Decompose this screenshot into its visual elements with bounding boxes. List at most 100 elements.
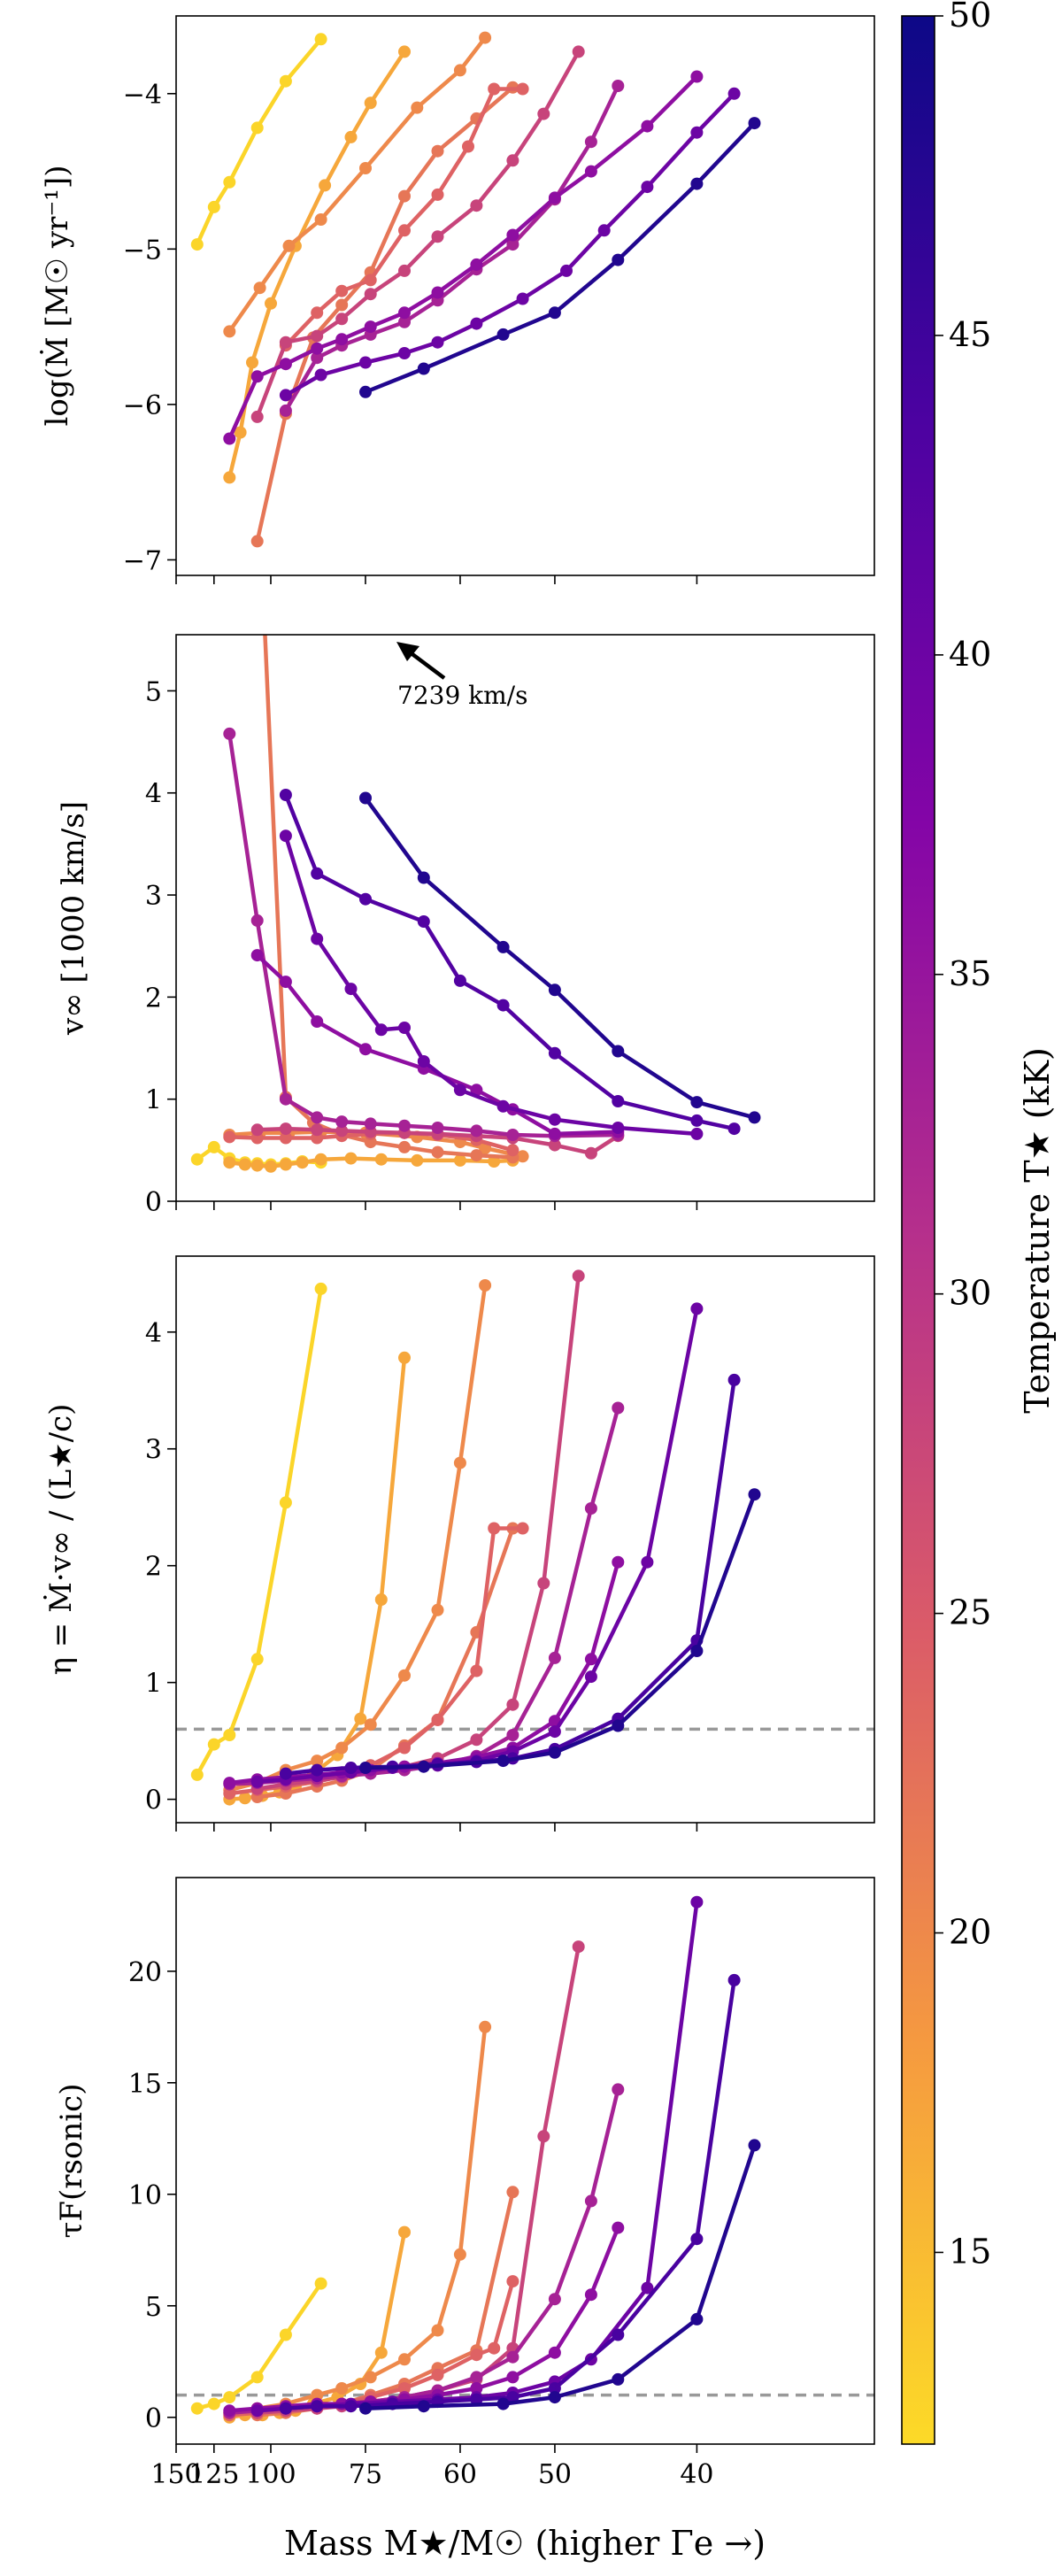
- optical-depth-data-point: [548, 2391, 561, 2404]
- mass-loss-data-point: [398, 45, 411, 58]
- colorbar-ticks: 15 20 25 30 35 40 45 50: [935, 0, 991, 2271]
- mass-loss-series-line: [195, 37, 323, 246]
- optical-depth-data-point: [727, 1973, 741, 1986]
- velocity-data-point: [398, 1119, 411, 1132]
- mass-loss-data-point: [506, 154, 519, 167]
- optical-depth-data-point: [612, 2372, 625, 2386]
- mass-loss-data-point: [344, 130, 358, 143]
- optical-depth-data-point: [548, 2293, 561, 2306]
- efficiency-ytick-label: 0: [145, 1785, 162, 1816]
- efficiency-data-point: [727, 1373, 741, 1386]
- velocity-series-line: [227, 733, 619, 1138]
- colorbar-tick-label: 15: [949, 2232, 991, 2271]
- velocity-data-point: [431, 1122, 444, 1134]
- optical-depth-data-point: [612, 2221, 625, 2234]
- mass-loss-data-point: [560, 264, 573, 277]
- optical-depth-data-point: [398, 2225, 411, 2239]
- efficiency-data-point: [516, 1522, 529, 1535]
- efficiency-data-point: [223, 1777, 236, 1790]
- mass-loss-ytick-label: −5: [123, 235, 162, 266]
- velocity-xticks: [175, 1201, 698, 1210]
- mass-loss-data-point: [496, 328, 510, 341]
- velocity-ytick-label: 1: [145, 1085, 162, 1116]
- mass-loss-data-point: [506, 238, 519, 251]
- velocity-data-point: [223, 1130, 236, 1144]
- mass-loss-data-point: [470, 317, 483, 330]
- velocity-series-line: [229, 1130, 514, 1153]
- efficiency-data-point: [506, 1729, 519, 1741]
- mass-loss-data-point: [234, 426, 247, 439]
- efficiency-data-point: [359, 1762, 372, 1774]
- optical-depth-data-point: [417, 2400, 430, 2413]
- optical-depth-data-point: [359, 2402, 372, 2415]
- mass-loss-data-point: [319, 179, 332, 192]
- mass-loss-data-point: [748, 117, 761, 130]
- mass-loss-data-point: [335, 284, 349, 297]
- optical-depth-series-line: [228, 2026, 488, 2415]
- optical-depth-data-point: [344, 2400, 358, 2413]
- velocity-ytick-label: 4: [145, 779, 162, 810]
- efficiency-data-point: [279, 1496, 292, 1509]
- velocity-data-point: [311, 1015, 324, 1028]
- efficiency-ytick-label: 2: [145, 1552, 162, 1583]
- mass-loss-data-point: [190, 238, 204, 251]
- velocity-data-point: [251, 456, 264, 468]
- efficiency-data-point: [548, 1746, 561, 1759]
- efficiency-data-point: [223, 1787, 236, 1800]
- optical-depth-data-point: [223, 2391, 236, 2404]
- velocity-data-point: [548, 1046, 561, 1060]
- xtick-label: 60: [443, 2459, 477, 2490]
- optical-depth-data-point: [690, 2312, 704, 2325]
- optical-depth-data-point: [584, 2194, 597, 2208]
- mass-loss-data-point: [537, 107, 550, 120]
- mass-loss-data-point: [572, 45, 585, 58]
- mass-loss-data-point: [359, 356, 372, 369]
- mass-loss-data-point: [506, 228, 519, 242]
- velocity-data-point: [431, 1145, 444, 1159]
- mass-loss-data-point: [364, 96, 377, 110]
- velocity-data-point: [311, 867, 324, 880]
- efficiency-data-point: [612, 1719, 625, 1732]
- mass-loss-data-point: [690, 177, 704, 190]
- velocity-ylabel: v∞ [1000 km/s]: [56, 801, 91, 1036]
- optical-depth-data-point: [207, 2397, 220, 2410]
- efficiency-data-point: [314, 1282, 327, 1295]
- mass-loss-data-layer: [190, 31, 761, 548]
- mass-loss-data-point: [641, 181, 654, 194]
- velocity-data-point: [612, 1095, 625, 1107]
- optical-depth-data-point: [250, 2404, 264, 2418]
- mass-loss-data-point: [398, 264, 411, 277]
- mass-loss-data-point: [265, 297, 277, 310]
- mass-loss-data-point: [690, 70, 704, 83]
- optical-depth-series-line: [229, 2088, 620, 2415]
- mass-loss-data-point: [470, 199, 483, 212]
- velocity-data-point: [314, 1153, 327, 1166]
- efficiency-ylabel: η = Ṁ·v∞ / (L★/c): [43, 1404, 79, 1676]
- mass-loss-data-point: [246, 356, 258, 369]
- velocity-data-point: [238, 1158, 251, 1171]
- velocity-data-point: [359, 1043, 372, 1056]
- mass-loss-data-point: [431, 335, 444, 349]
- mass-loss-data-point: [597, 224, 611, 237]
- panel-mass-loss: −7 −6 −5 −4 log(Ṁ [M☉ yr⁻¹]): [40, 15, 875, 584]
- efficiency-data-point: [223, 1729, 236, 1741]
- mass-loss-series-line: [255, 86, 514, 542]
- mass-loss-data-point: [282, 239, 296, 252]
- mass-loss-data-point: [470, 258, 483, 271]
- efficiency-data-point: [190, 1768, 204, 1781]
- velocity-data-point: [496, 940, 510, 953]
- velocity-data-point: [417, 1055, 430, 1068]
- mass-loss-data-point: [398, 189, 411, 203]
- optical-depth-data-point: [470, 2393, 483, 2406]
- mass-loss-series-line: [284, 92, 736, 397]
- velocity-data-point: [374, 1153, 388, 1166]
- mass-loss-data-point: [398, 347, 411, 359]
- optical-depth-data-point: [641, 2281, 654, 2294]
- mass-loss-data-point: [207, 200, 220, 213]
- efficiency-data-point: [311, 1763, 324, 1777]
- velocity-data-point: [223, 1156, 236, 1169]
- efficiency-data-point: [398, 1669, 411, 1682]
- velocity-data-point: [296, 1156, 309, 1169]
- velocity-frame: [175, 634, 875, 1202]
- optical-depth-data-point: [548, 2382, 561, 2395]
